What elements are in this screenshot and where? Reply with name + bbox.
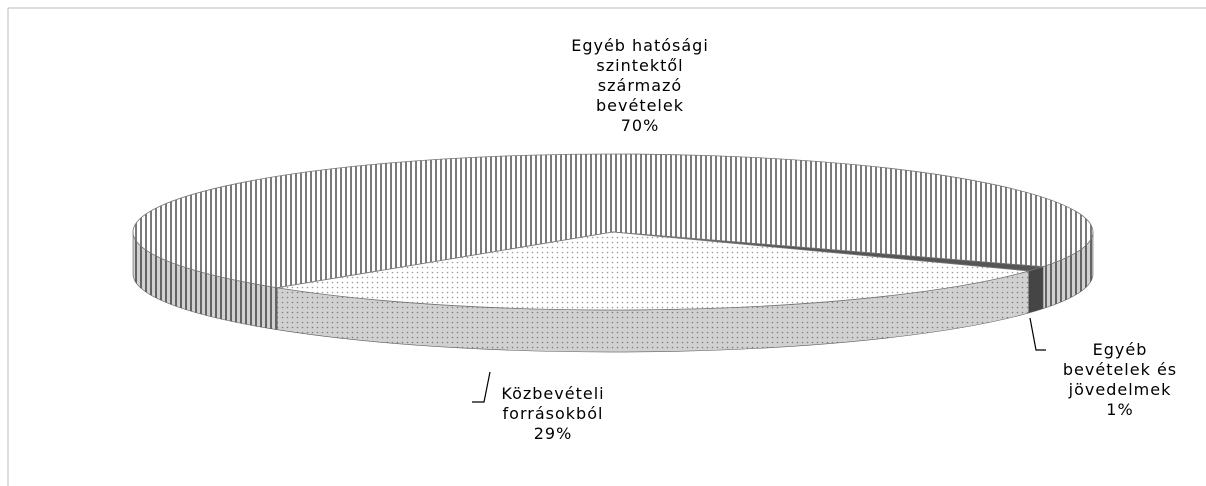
slice-label: Egyéb hatósági szintektől származó bevét… — [565, 36, 715, 136]
slice-side-shade — [1028, 266, 1043, 313]
leader-line — [472, 371, 491, 403]
slice-side-shade — [277, 271, 1029, 352]
leader-line — [1029, 317, 1046, 351]
slice-value: 70% — [620, 116, 660, 135]
pie — [132, 153, 1094, 353]
slice-label: Egyéb bevételek és jövedelmek 1% — [1050, 340, 1190, 420]
slice-value: 1% — [1106, 400, 1134, 419]
slice-side-shade — [1042, 232, 1093, 309]
slice-value: 29% — [533, 424, 573, 443]
slice — [277, 231, 1029, 311]
slice — [132, 153, 1094, 289]
slice-label: Közbevételi forrásokból 29% — [468, 384, 638, 444]
slice-name: Közbevételi forrásokból — [501, 384, 605, 423]
slice-side-shade — [133, 232, 278, 330]
slice-name: Egyéb bevételek és jövedelmek — [1062, 340, 1178, 399]
slice-name: Egyéb hatósági szintektől származó bevét… — [571, 36, 709, 115]
